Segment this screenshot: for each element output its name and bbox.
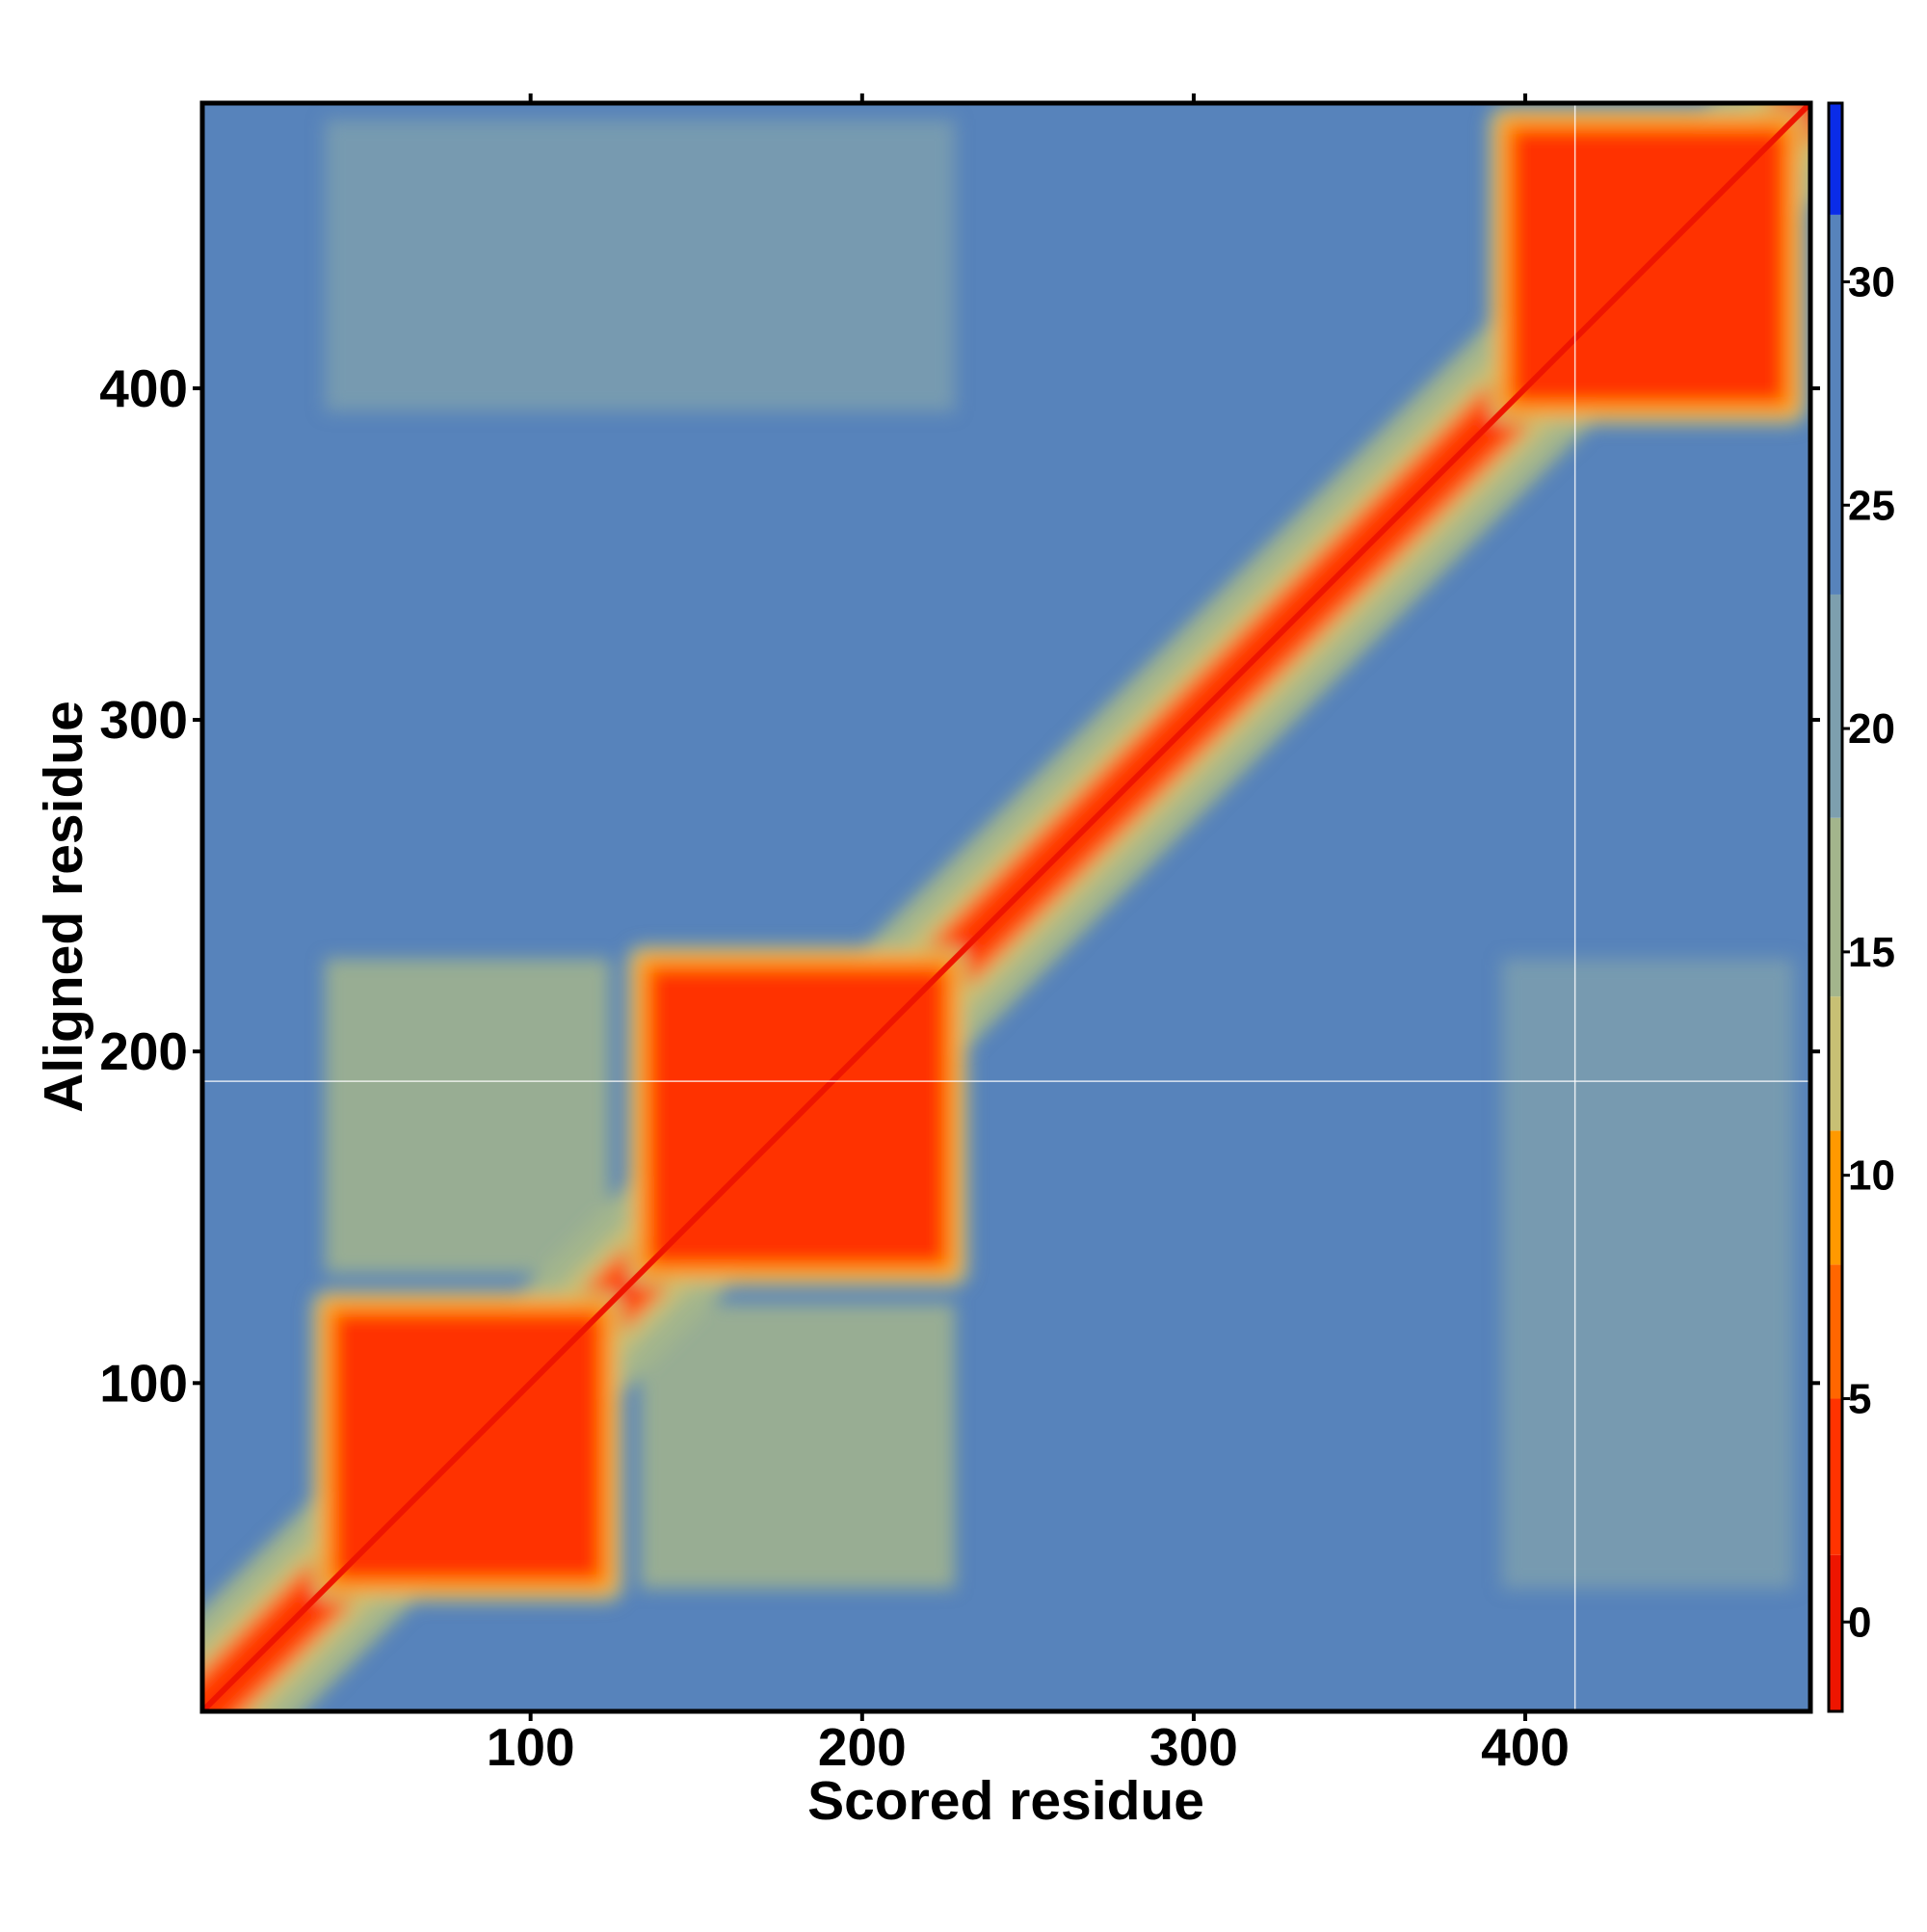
heatmap-domain-pair-block xyxy=(325,958,611,1274)
colorbar-band xyxy=(1829,1398,1842,1555)
colorbar: 0 5 10 15 20 25 30 xyxy=(1827,101,1895,1713)
y-tick-label: 200 xyxy=(99,1021,188,1081)
heatmap-domain-pair-block xyxy=(1501,958,1794,1589)
colorbar-band xyxy=(1829,1554,1842,1711)
axes: 100 200 300 400 100 200 300 400 xyxy=(99,93,1820,1777)
colorbar-band xyxy=(1829,1130,1842,1265)
plot-frame xyxy=(199,100,1813,1714)
x-tick-label: 200 xyxy=(818,1717,907,1777)
y-tick-label: 400 xyxy=(99,358,188,418)
colorbar-tick-label: 30 xyxy=(1848,258,1895,305)
heatmap-domain-pair-block xyxy=(325,119,956,412)
y-axis-label: Aligned residue xyxy=(33,701,94,1113)
x-tick-label: 300 xyxy=(1149,1717,1238,1777)
colorbar-band xyxy=(1829,594,1842,818)
x-tick-label: 400 xyxy=(1481,1717,1570,1777)
colorbar-tick-label: 0 xyxy=(1848,1599,1871,1646)
colorbar-frame xyxy=(1827,101,1844,1713)
x-axis-label: Scored residue xyxy=(807,1770,1204,1832)
heatmap-plot-area xyxy=(202,103,1810,1711)
colorbar-band xyxy=(1829,1264,1842,1399)
y-tick-label: 100 xyxy=(99,1353,188,1413)
colorbar-tick-label: 10 xyxy=(1848,1152,1895,1200)
colorbar-tick-label: 15 xyxy=(1848,929,1895,976)
colorbar-band xyxy=(1829,996,1842,1131)
colorbar-band xyxy=(1829,817,1842,997)
heatmap-domain-pair-block xyxy=(640,1303,956,1589)
colorbar-tick-label: 5 xyxy=(1848,1375,1871,1422)
colorbar-tick-label: 25 xyxy=(1848,482,1895,529)
y-tick-label: 300 xyxy=(99,690,188,750)
colorbar-band xyxy=(1829,214,1842,595)
x-tick-label: 100 xyxy=(487,1717,575,1777)
heatmap-cells xyxy=(202,103,1810,1711)
colorbar-band xyxy=(1829,103,1842,215)
heatmap-diagonal-core xyxy=(202,103,1810,1711)
colorbar-tick-label: 20 xyxy=(1848,705,1895,753)
